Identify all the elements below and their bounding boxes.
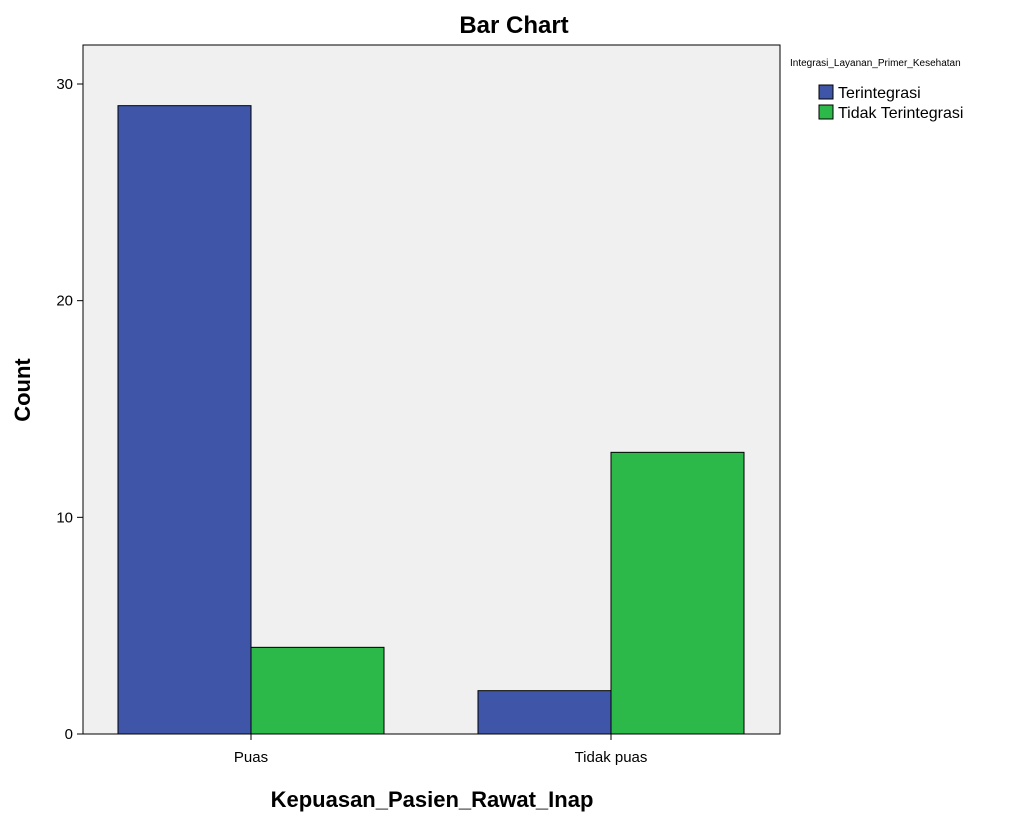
x-axis: Puas Tidak puas [234, 734, 648, 766]
y-tick-label: 0 [65, 726, 73, 743]
legend-items: Terintegrasi Tidak Terintegrasi [818, 84, 963, 122]
legend: Integrasi_Layanan_Primer_Kesehatan Terin… [790, 58, 963, 122]
bar-tidak-puas-terintegrasi [477, 690, 612, 735]
legend-swatch [818, 84, 834, 100]
y-tick-label: 20 [56, 293, 73, 310]
bar-tidak-puas-tidak-terintegrasi [610, 451, 745, 735]
legend-label: Terintegrasi [838, 85, 921, 102]
x-tick-label: Puas [234, 749, 268, 766]
legend-label: Tidak Terintegrasi [838, 105, 963, 122]
x-axis-title: Kepuasan_Pasien_Rawat_Inap [271, 787, 594, 812]
bar-puas-terintegrasi [117, 105, 252, 735]
y-tick-label: 10 [56, 509, 73, 526]
y-axis: 0 10 20 30 [56, 76, 83, 743]
legend-swatch [818, 104, 834, 120]
x-tick-label: Tidak puas [575, 749, 648, 766]
bars-layer [117, 105, 745, 735]
chart-title: Bar Chart [459, 12, 568, 39]
y-axis-title: Count [10, 358, 35, 422]
bar-puas-tidak-terintegrasi [250, 646, 385, 735]
y-tick-label: 30 [56, 76, 73, 93]
legend-title: Integrasi_Layanan_Primer_Kesehatan [790, 58, 961, 69]
